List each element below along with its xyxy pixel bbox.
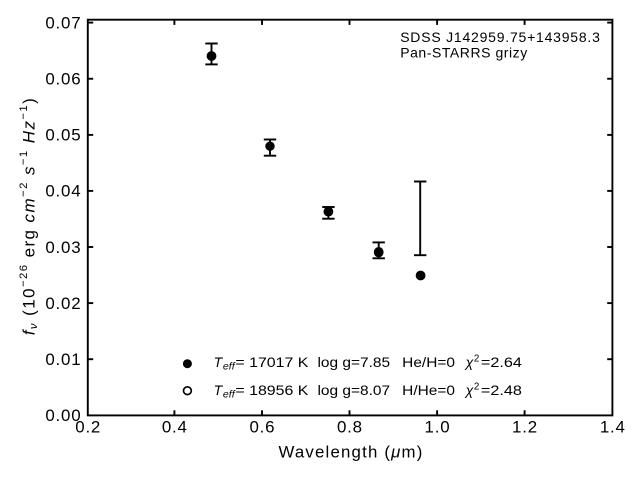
svg-text:0.04: 0.04 xyxy=(45,182,81,201)
svg-text:0.4: 0.4 xyxy=(162,417,188,436)
svg-text:= 18956 K: = 18956 K xyxy=(235,382,309,398)
svg-text:He/H=0: He/H=0 xyxy=(402,354,455,370)
svg-text:0.6: 0.6 xyxy=(249,417,275,436)
svg-text:fν (10−26 erg cm−2 s−1 Hz−1): fν (10−26 erg cm−2 s−1 Hz−1) xyxy=(18,97,40,335)
svg-text:H/He=0: H/He=0 xyxy=(402,382,455,398)
svg-text:1.0: 1.0 xyxy=(425,417,451,436)
svg-text:=2.64: =2.64 xyxy=(481,354,522,370)
svg-text:T: T xyxy=(214,382,224,398)
svg-text:=2.48: =2.48 xyxy=(481,382,522,398)
svg-text:0.01: 0.01 xyxy=(45,350,81,369)
svg-text:1.4: 1.4 xyxy=(600,417,626,436)
svg-text:0.07: 0.07 xyxy=(45,13,81,32)
svg-text:1.2: 1.2 xyxy=(512,417,538,436)
svg-text:eff: eff xyxy=(223,362,236,373)
svg-text:Wavelength (μm): Wavelength (μm) xyxy=(278,443,423,462)
svg-text:T: T xyxy=(214,354,224,370)
svg-text:0.03: 0.03 xyxy=(45,238,81,257)
svg-text:Pan-STARRS grizy: Pan-STARRS grizy xyxy=(400,44,528,60)
svg-text:0.02: 0.02 xyxy=(45,294,81,313)
svg-text:2: 2 xyxy=(474,354,479,365)
svg-text:χ: χ xyxy=(464,354,474,370)
svg-text:0.06: 0.06 xyxy=(45,70,81,89)
svg-text:0.05: 0.05 xyxy=(45,126,81,145)
svg-text:2: 2 xyxy=(474,382,479,393)
svg-text:SDSS J142959.75+143958.3: SDSS J142959.75+143958.3 xyxy=(400,29,600,45)
svg-text:log g=7.85: log g=7.85 xyxy=(318,354,391,370)
svg-text:χ: χ xyxy=(464,382,474,398)
svg-text:0.00: 0.00 xyxy=(45,406,81,425)
svg-text:log g=8.07: log g=8.07 xyxy=(318,382,391,398)
svg-text:0.8: 0.8 xyxy=(337,417,363,436)
svg-text:= 17017 K: = 17017 K xyxy=(235,354,309,370)
svg-text:0.2: 0.2 xyxy=(75,417,101,436)
svg-text:eff: eff xyxy=(223,390,236,401)
